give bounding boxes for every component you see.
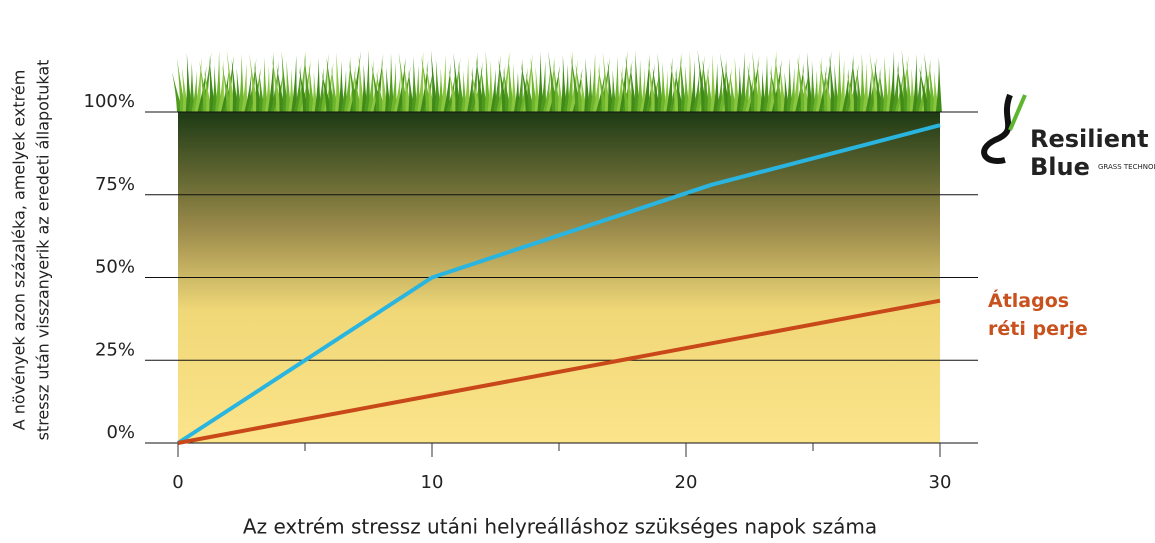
y-tick-label: 25% xyxy=(95,339,135,360)
y-tick-label: 0% xyxy=(106,422,135,443)
x-tick-label: 20 xyxy=(675,472,698,493)
y-axis-label: stressz után visszanyerik az eredeti áll… xyxy=(34,60,53,441)
x-tick-label: 0 xyxy=(172,472,183,493)
logo-text: Blue xyxy=(1030,153,1090,181)
x-tick-label: 30 xyxy=(929,472,952,493)
y-tick-label: 75% xyxy=(95,174,135,195)
grass-blade xyxy=(936,57,942,112)
y-tick-label: 100% xyxy=(84,91,135,112)
y-tick-label: 50% xyxy=(95,257,135,278)
x-axis-label: Az extrém stressz utáni helyreálláshoz s… xyxy=(243,515,877,539)
series-label: Átlagos réti perje xyxy=(988,287,1098,343)
y-axis-label: A növények azon százaléka, amelyek extré… xyxy=(10,70,29,431)
logo-text: Resilient xyxy=(1030,125,1149,153)
x-tick-label: 10 xyxy=(421,472,444,493)
chart: Resilient Blue GRASS TECHNOLOGY Az extré… xyxy=(0,0,1155,543)
grass xyxy=(172,50,942,112)
logo-tagline: GRASS TECHNOLOGY xyxy=(1098,163,1155,171)
logo: Resilient Blue GRASS TECHNOLOGY xyxy=(984,95,1155,181)
page: {"chart_data":{"type":"line", "x_label":… xyxy=(0,0,1155,543)
